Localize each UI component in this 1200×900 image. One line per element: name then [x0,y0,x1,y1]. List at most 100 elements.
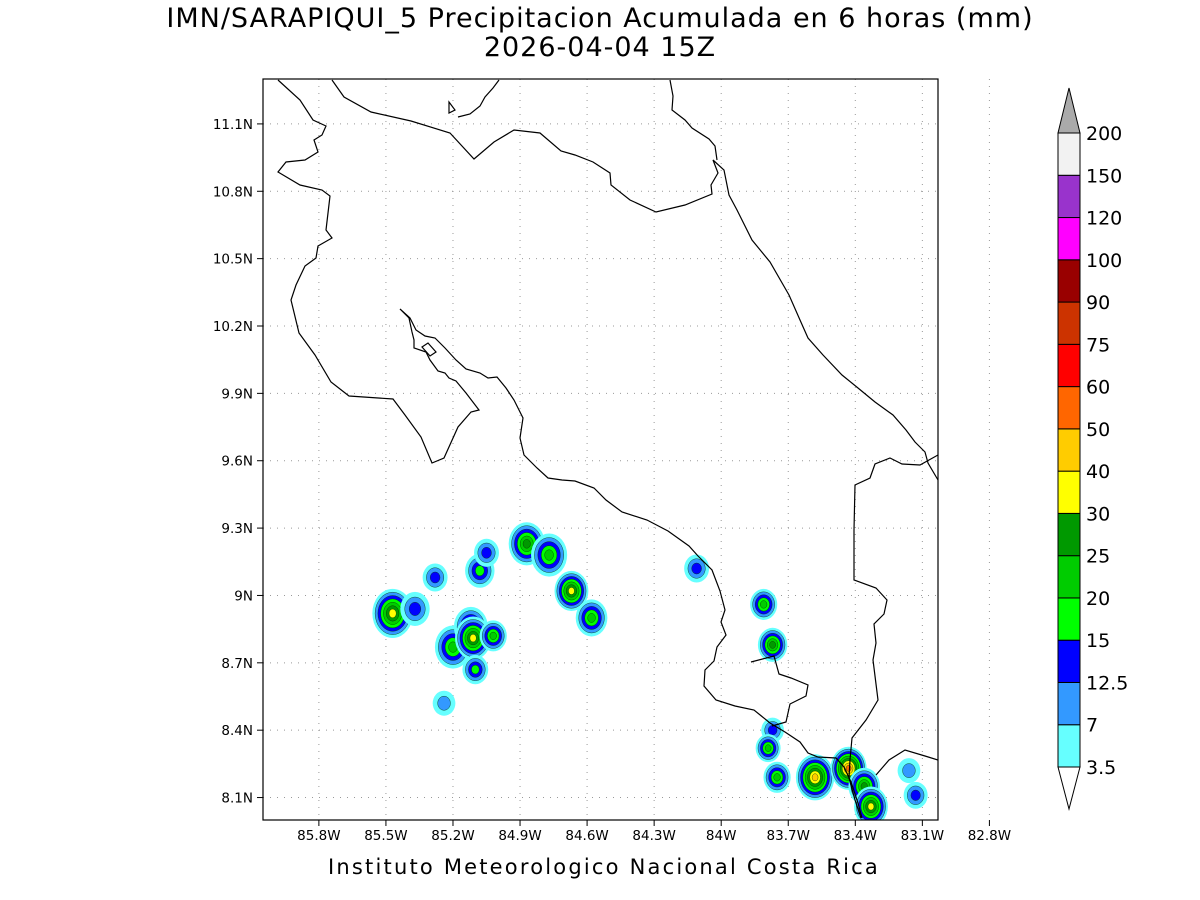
rain-contour [544,549,554,561]
island-2 [448,100,456,114]
rain-contour [982,416,989,424]
lon-tick-label: 85.5W [364,828,407,844]
colorbar-label: 60 [1086,377,1110,399]
lat-tick-label: 11.1N [213,117,253,133]
rain-cell [474,538,499,567]
map-title: IMN/SARAPIQUI_5 Precipitacion Acumulada … [166,3,1034,34]
credit-footer: Instituto Meteorologico Nacional Costa R… [328,855,880,879]
rain-contour [867,802,875,811]
colorbar-label: 100 [1086,250,1122,272]
axis-ticks: 11.1N 10.8N 10.5N 10.2N 9.9N 9.6N 9.3N 9N 8.7N 8.… [213,117,1011,844]
grid-lines [263,79,990,820]
rain-contour [902,763,916,778]
rain-cell [575,599,608,637]
island-1 [421,342,437,357]
rain-cell [755,734,781,763]
rain-contour [997,420,1013,438]
coastline [277,79,938,819]
rain-contour [957,391,982,419]
coastline-gulf [457,79,500,118]
colorbar-min-arrow [1057,766,1081,811]
lat-tick-label: 8.4N [221,723,253,739]
colorbar-swatch [1057,639,1081,683]
rain-contour [910,789,921,801]
colorbar-label: 7 [1086,715,1098,737]
rain-cell [400,591,430,626]
colorbar-swatch [1057,386,1081,430]
rain-contour [1001,424,1010,434]
rain-contour [429,571,441,584]
coastline-north [331,79,938,481]
colorbar-label: 15 [1086,630,1110,652]
rain-cell [531,533,568,577]
lon-tick-label: 83.4W [834,828,877,844]
colorbar-label: 150 [1086,165,1122,187]
rain-contour [990,412,1019,446]
map-frame [262,78,939,821]
coastline-panama-south [875,749,938,776]
rain-cell [750,588,778,620]
precipitation-field [372,376,1019,820]
lat-tick-label: 9N [234,588,253,604]
colorbar-label: 40 [1086,461,1110,483]
rain-contour [769,641,776,649]
rain-contour [773,773,781,782]
rain-contour [568,587,575,595]
rain-contour [475,565,485,577]
lon-tick-label: 84.6W [565,828,608,844]
rain-cell [455,616,492,660]
rain-contour [437,695,451,711]
coastline-main [277,79,863,819]
rain-contour [961,395,978,415]
rain-cell [957,391,982,419]
rain-cell [897,758,921,784]
lat-tick-label: 9.9N [221,386,253,402]
colorbar-swatch [1057,301,1081,345]
lon-tick-label: 82.8W [968,828,1011,844]
rain-contour [964,399,974,410]
colorbar-swatch [1057,132,1081,176]
lat-tick-label: 9.6N [221,454,253,470]
rain-contour [972,405,999,436]
rain-contour [388,608,397,618]
lon-tick-label: 83.1W [901,828,944,844]
rain-contour [760,600,768,609]
colorbar-label: 30 [1086,503,1110,525]
lat-tick-label: 9.3N [221,521,253,537]
colorbar-label: 120 [1086,208,1122,230]
rain-cell [372,588,413,639]
lat-tick-label: 10.8N [213,184,253,200]
lat-tick-label: 10.2N [213,319,253,335]
colorbar-swatch [1057,343,1081,388]
rain-contour [489,631,497,640]
lon-tick-label: 84W [706,828,737,844]
colorbar-label: 25 [1086,546,1110,568]
rain-cell [903,781,928,809]
rain-contour [522,539,531,549]
rain-contour [977,411,994,430]
rain-contour [845,765,852,772]
colorbar-swatch [1057,470,1081,514]
colorbar-swatch [1057,259,1081,303]
rain-cell [479,620,507,652]
lon-tick-label: 84.9W [498,828,541,844]
colorbar-label: 3.5 [1086,757,1116,779]
rain-contour [469,634,477,643]
rain-contour [994,416,1017,442]
rain-contour [811,773,819,782]
rain-cell [854,786,888,820]
map-date: 2026-04-04 15Z [483,32,717,63]
rain-cell [980,376,1007,407]
rain-contour [471,664,480,675]
colorbar-swatch [1057,217,1081,261]
lon-tick-label: 83.7W [767,828,810,844]
coastline-caribbean-east [669,79,718,161]
lat-tick-label: 8.7N [221,656,253,672]
colorbar-swatch [1057,428,1081,472]
colorbar-swatch [1057,174,1081,219]
rain-cell [684,554,710,583]
rain-cell [763,761,791,793]
rain-cell [554,570,589,612]
rain-cell [990,412,1019,446]
